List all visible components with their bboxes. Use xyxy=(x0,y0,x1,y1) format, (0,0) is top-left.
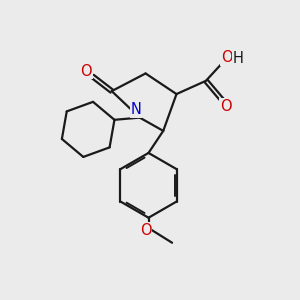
Text: H: H xyxy=(233,51,244,66)
Text: O: O xyxy=(221,50,232,65)
Text: O: O xyxy=(140,223,152,238)
Text: O: O xyxy=(220,99,232,114)
Text: O: O xyxy=(80,64,92,79)
Text: N: N xyxy=(131,102,142,117)
